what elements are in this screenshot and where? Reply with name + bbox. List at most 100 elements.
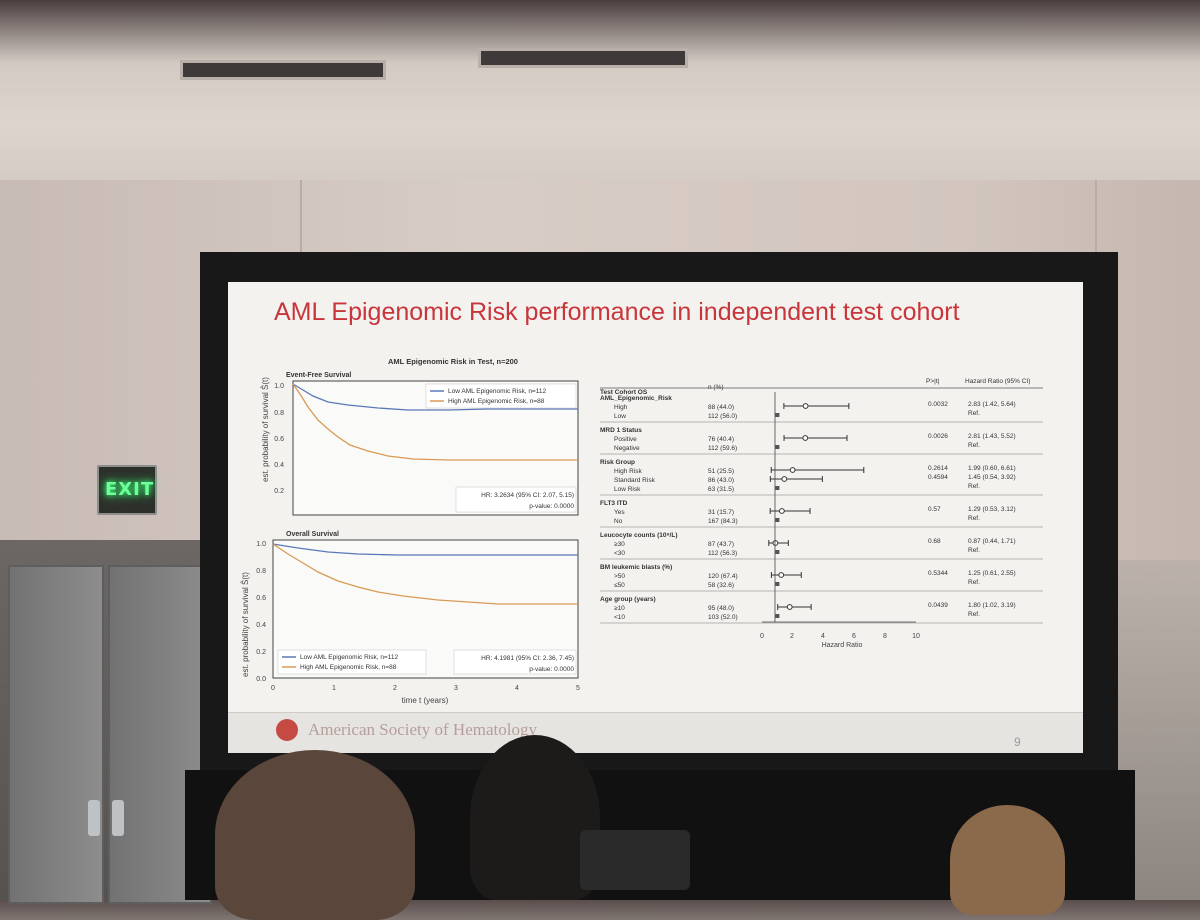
forest-xlabel: Hazard Ratio <box>822 642 863 649</box>
efs-ytick: 0.8 <box>274 410 284 417</box>
forest-group-label: Leucocyte counts (10⁹/L) <box>600 532 678 539</box>
forest-row-label: ≥10 <box>614 605 625 612</box>
forest-group-label: Risk Group <box>600 459 635 466</box>
forest-row-hr: Ref. <box>968 611 980 618</box>
forest-estimate-point <box>778 572 785 578</box>
forest-row-label: High Risk <box>614 468 643 475</box>
forest-estimate-point <box>802 403 809 409</box>
forest-row-p: 0.68 <box>928 538 941 545</box>
forest-row-label: ≥30 <box>614 541 625 548</box>
door-handle <box>88 800 100 836</box>
os-legend-low: Low AML Epigenomic Risk, n=112 <box>300 654 398 661</box>
os-p-value: p-value: 0.0000 <box>529 666 574 673</box>
forest-row-hr: 2.83 (1.42, 5.64) <box>968 401 1016 408</box>
km-xlabel: time t (years) <box>402 696 449 705</box>
efs-title: Event-Free Survival <box>286 372 351 379</box>
forest-row-label: Standard Risk <box>614 477 656 484</box>
forest-group-label: AML_Epigenomic_Risk <box>600 395 672 402</box>
efs-ytick: 0.6 <box>274 436 284 443</box>
forest-row-n: 63 (31.5) <box>708 486 734 493</box>
efs-y-ticks: 1.0 0.8 0.6 0.4 0.2 <box>274 383 284 495</box>
forest-xtick: 10 <box>912 633 920 640</box>
audience-head <box>470 735 600 900</box>
forest-row-label: Yes <box>614 509 625 516</box>
forest-row-n: 86 (43.0) <box>708 477 734 484</box>
forest-row-n: 112 (56.0) <box>708 413 737 420</box>
os-low-risk-curve <box>272 543 578 556</box>
forest-row-label: High <box>614 404 628 411</box>
forest-header-n: n (%) <box>708 384 724 391</box>
forest-row-label: Low Risk <box>614 486 641 493</box>
forest-row-n: 88 (44.0) <box>708 404 734 411</box>
forest-reference-marker <box>775 413 780 417</box>
slide-footer: American Society of Hematology 9 <box>228 712 1083 753</box>
forest-reference-marker <box>775 550 780 554</box>
forest-row-n: 112 (59.6) <box>708 445 737 452</box>
forest-row-n: 120 (67.4) <box>708 573 738 580</box>
forest-header-label: Test Cohort OS <box>600 389 648 396</box>
forest-row-label: ≤50 <box>614 582 625 589</box>
os-ytick: 0.4 <box>256 622 266 629</box>
forest-row-label: <10 <box>614 614 625 621</box>
forest-row-label: <30 <box>614 550 625 557</box>
efs-ytick: 1.0 <box>274 383 284 390</box>
os-y-ticks: 1.0 0.8 0.6 0.4 0.2 0.0 <box>256 541 266 683</box>
forest-row-label: Positive <box>614 436 637 443</box>
forest-group-label: MRD 1 Status <box>600 427 642 434</box>
forest-row-label: Low <box>614 413 626 420</box>
forest-row-hr: Ref. <box>968 547 980 554</box>
ceiling <box>0 0 1200 180</box>
forest-xtick: 0 <box>760 633 764 640</box>
forest-xtick: 6 <box>852 633 856 640</box>
forest-row-p: 0.0439 <box>928 602 948 609</box>
camera <box>580 830 690 890</box>
forest-group-label: FLT3 ITD <box>600 500 628 507</box>
forest-group-label: BM leukemic blasts (%) <box>600 564 672 571</box>
forest-row-p: 0.0026 <box>928 433 948 440</box>
os-x-ticks: 0 1 2 3 4 5 <box>271 685 580 692</box>
forest-row-hr: 1.99 (0.60, 6.61) <box>968 465 1016 472</box>
forest-estimate-point <box>786 604 793 610</box>
forest-estimate-point <box>802 435 809 441</box>
forest-row-n: 167 (84.3) <box>708 518 738 525</box>
forest-row-p: 0.0032 <box>928 401 948 408</box>
forest-reference-marker <box>775 518 780 522</box>
forest-row-n: 31 (15.7) <box>708 509 734 516</box>
efs-legend-high: High AML Epigenomic Risk, n=88 <box>448 398 545 405</box>
forest-reference-marker <box>775 614 780 618</box>
forest-reference-marker <box>775 486 780 490</box>
exit-sign-text: EXIT <box>105 479 155 500</box>
efs-legend: Low AML Epigenomic Risk, n=112 High AML … <box>425 383 577 409</box>
forest-row-label: >50 <box>614 573 625 580</box>
efs-high-risk-curve <box>292 383 578 461</box>
os-xtick: 1 <box>332 685 336 692</box>
forest-estimate-point <box>778 508 785 514</box>
os-ytick: 0.0 <box>256 676 266 683</box>
forest-xtick: 2 <box>790 633 794 640</box>
os-hr-text: HR: 4.1981 (95% CI: 2.36, 7.45) <box>481 655 574 662</box>
presentation-slide: AML Epigenomic Risk performance in indep… <box>228 282 1083 753</box>
ceiling-vent <box>180 60 386 80</box>
forest-header-hr: Hazard Ratio (95% CI) <box>965 378 1030 385</box>
efs-ytick: 0.4 <box>274 462 284 469</box>
footer-org-name: American Society of Hematology <box>308 720 537 739</box>
efs-low-risk-curve <box>292 383 578 411</box>
forest-row-hr: 1.29 (0.53, 3.12) <box>968 506 1016 513</box>
forest-estimate-point <box>781 476 788 482</box>
audience-head <box>950 805 1065 915</box>
forest-reference-marker <box>775 582 780 586</box>
forest-x-ticks: 0 2 4 6 8 10 <box>760 633 920 640</box>
forest-group-label: Age group (years) <box>600 596 656 603</box>
os-high-risk-curve <box>272 543 578 605</box>
forest-row-n: 87 (43.7) <box>708 541 734 548</box>
forest-row-hr: 1.25 (0.61, 2.55) <box>968 570 1016 577</box>
os-ytick: 0.6 <box>256 595 266 602</box>
efs-ylabel: est. probability of survival Ŝ(t) <box>261 377 270 482</box>
forest-row-n: 51 (25.5) <box>708 468 734 475</box>
forest-row-p: 0.4594 <box>928 474 948 481</box>
forest-xtick: 8 <box>883 633 887 640</box>
os-hr-box <box>453 649 577 675</box>
slide-page-number: 9 <box>1014 735 1021 749</box>
os-legend-high: High AML Epigenomic Risk, n=88 <box>300 664 397 671</box>
forest-xtick: 4 <box>821 633 825 640</box>
